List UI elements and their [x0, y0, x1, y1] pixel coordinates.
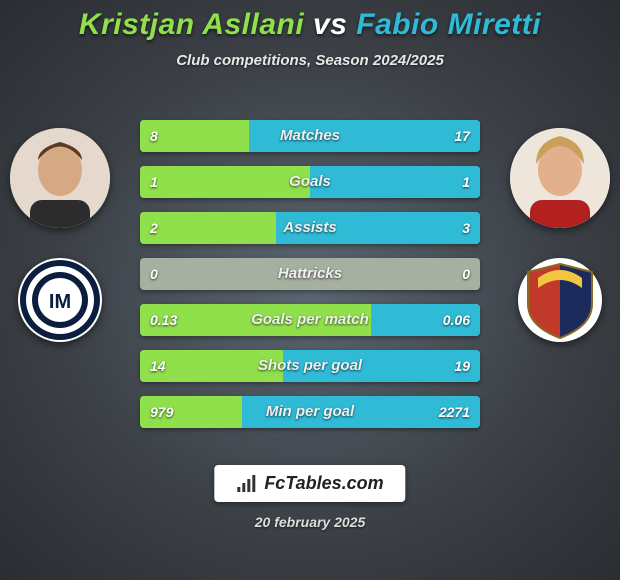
stat-label: Assists [140, 212, 480, 244]
brand-text: FcTables.com [264, 473, 383, 494]
stat-row: 0.130.06Goals per match [140, 304, 480, 336]
footer-date: 20 february 2025 [0, 514, 620, 530]
stat-row: 23Assists [140, 212, 480, 244]
stat-row: 1419Shots per goal [140, 350, 480, 382]
brand-logo: FcTables.com [214, 465, 405, 502]
stat-label: Shots per goal [140, 350, 480, 382]
player2-club-badge [518, 258, 602, 342]
player1-name: Kristjan Asllani [79, 8, 304, 41]
stat-row: 817Matches [140, 120, 480, 152]
brand-icon [236, 475, 258, 493]
svg-text:IM: IM [49, 291, 71, 313]
stat-row: 11Goals [140, 166, 480, 198]
stats-block: 817Matches 11Goals 23Assists 00Hattricks 0.1… [140, 120, 480, 442]
player1-avatar [10, 128, 110, 228]
player2-avatar [510, 128, 610, 228]
subtitle: Club competitions, Season 2024/2025 [0, 52, 620, 69]
comparison-title: Kristjan Asllani vs Fabio Miretti [0, 8, 620, 42]
stat-label: Goals per match [140, 304, 480, 336]
stat-row: 9792271Min per goal [140, 396, 480, 428]
stat-row: 00Hattricks [140, 258, 480, 290]
stat-label: Min per goal [140, 396, 480, 428]
vs-text: vs [313, 8, 347, 41]
player2-name: Fabio Miretti [356, 8, 541, 41]
stat-label: Hattricks [140, 258, 480, 290]
stat-label: Matches [140, 120, 480, 152]
player1-club-badge: IM [18, 258, 102, 342]
stat-label: Goals [140, 166, 480, 198]
